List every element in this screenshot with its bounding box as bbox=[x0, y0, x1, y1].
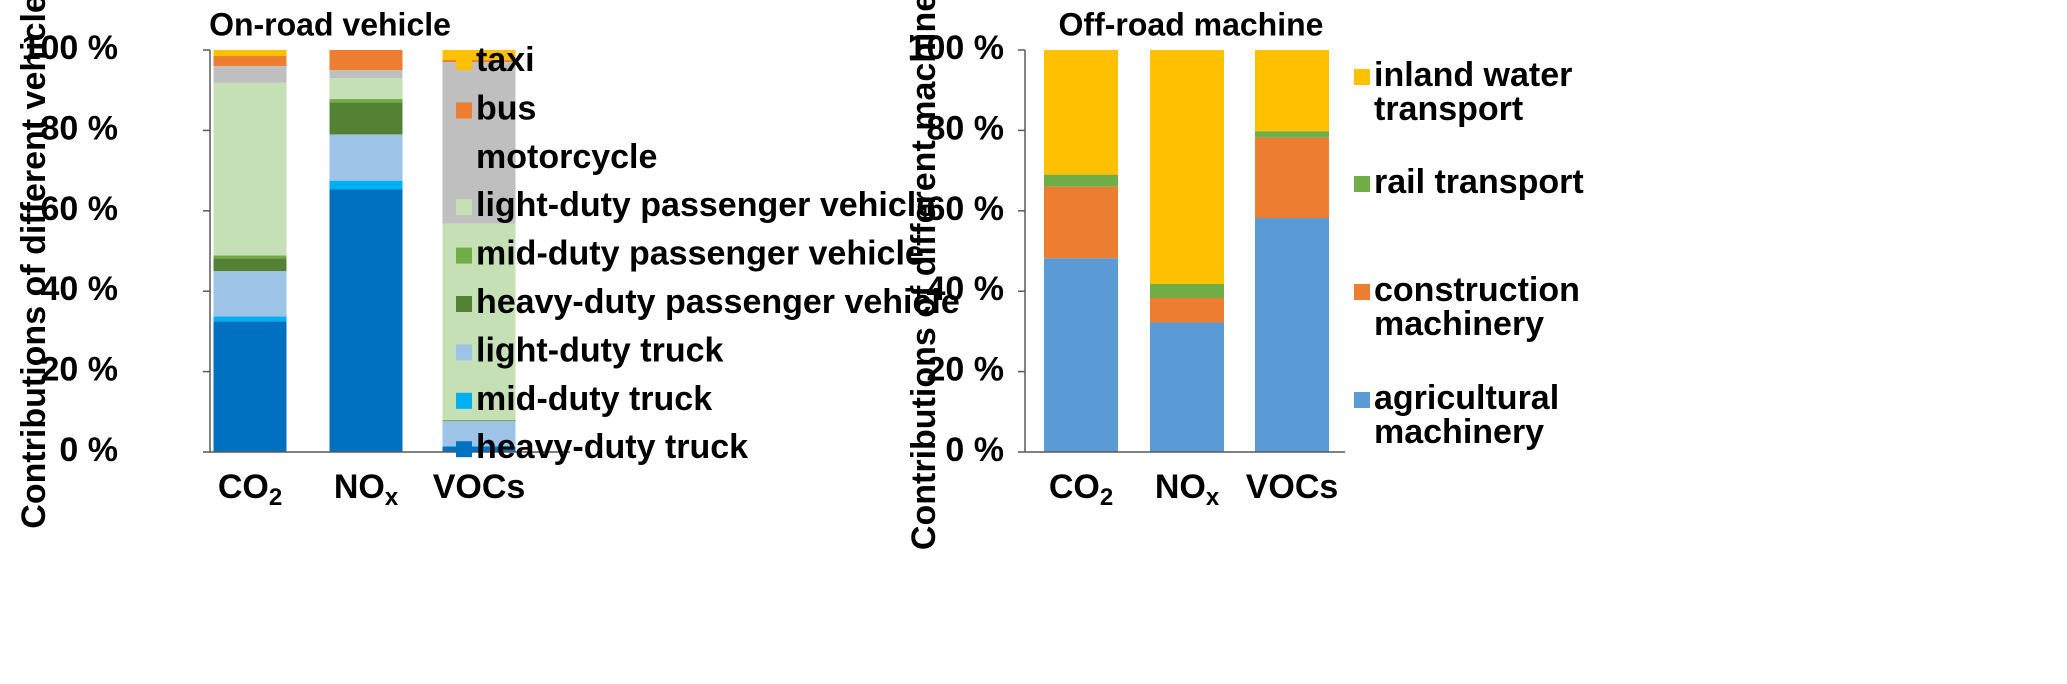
bar-segment bbox=[213, 50, 287, 57]
bar-segment bbox=[329, 70, 403, 79]
legend-swatch bbox=[1354, 69, 1370, 85]
bar-segment bbox=[442, 60, 516, 63]
legend-swatch bbox=[456, 102, 472, 119]
bar-segment bbox=[1255, 50, 1329, 132]
legend-swatch bbox=[456, 296, 472, 312]
bar-segment bbox=[1150, 322, 1224, 452]
bar-segment bbox=[1150, 298, 1224, 323]
bar-segment bbox=[329, 134, 403, 181]
legend-label: light-duty truck bbox=[476, 331, 724, 369]
legend-label: mid-duty truck bbox=[476, 380, 712, 418]
y-axis-label: Contributions of different vehicles bbox=[15, 0, 53, 529]
bar-segment bbox=[213, 316, 287, 322]
bar-segment bbox=[213, 66, 287, 83]
bar-segment bbox=[442, 421, 516, 446]
legend-swatch bbox=[456, 247, 472, 264]
legend-swatch bbox=[456, 199, 472, 216]
bar-segment bbox=[329, 50, 403, 71]
legend-label: agricultural machinery bbox=[1374, 379, 1559, 451]
y-tick-label: 20 % bbox=[927, 351, 1005, 389]
bar-segment bbox=[213, 258, 287, 272]
bar-segment bbox=[1150, 283, 1224, 299]
legend-swatch bbox=[456, 344, 472, 361]
legend-label: heavy-duty passenger vehicle bbox=[476, 283, 960, 321]
x-tick-label: VOCs bbox=[433, 468, 526, 506]
legend-label: construction machinery bbox=[1374, 271, 1580, 343]
x-tick-label: VOCs bbox=[1246, 468, 1339, 506]
y-tick-label: 100 % bbox=[22, 29, 118, 67]
bar-segment bbox=[442, 445, 516, 447]
y-tick-label: 80 % bbox=[41, 109, 119, 147]
y-tick-label: 60 % bbox=[41, 190, 119, 228]
bar-segment bbox=[1255, 137, 1329, 219]
chart-panel-2: Off-road machine Contributions of differe… bbox=[905, 0, 1584, 550]
legend-label: light-duty passenger vehicle bbox=[476, 186, 935, 224]
legend: inland water transport rail transport const… bbox=[1354, 56, 1584, 451]
legend-label: taxi bbox=[476, 41, 535, 79]
x-tick-label: NOx bbox=[1155, 468, 1220, 511]
bar-segment bbox=[329, 78, 403, 100]
bar-segment bbox=[1150, 50, 1224, 284]
y-tick-label: 20 % bbox=[41, 351, 119, 389]
y-tick-label: 40 % bbox=[927, 270, 1005, 308]
bar-segment bbox=[1044, 186, 1118, 259]
chart-title: Off-road machine bbox=[1059, 6, 1324, 42]
x-tick-label: CO2 bbox=[218, 468, 282, 511]
y-tick-label: 80 % bbox=[927, 109, 1005, 147]
bar-segment bbox=[1255, 131, 1329, 138]
x-tick-label: CO2 bbox=[1049, 468, 1113, 511]
legend: taxi bus motorcycle light-duty passenger ve… bbox=[456, 41, 960, 466]
y-axis-label: Contributions of different machines bbox=[905, 0, 943, 550]
chart-panel-1: On-road vehicle Contributions of differen… bbox=[15, 0, 960, 529]
bar-segment bbox=[329, 189, 403, 452]
chart-title: On-road vehicle bbox=[209, 6, 451, 42]
bar-segment bbox=[213, 255, 287, 259]
bar-segment bbox=[213, 82, 287, 256]
bar-segment bbox=[442, 50, 516, 61]
bar-segment bbox=[442, 419, 516, 421]
legend-label: mid-duty passenger vehicle bbox=[476, 235, 924, 273]
legend-label: bus bbox=[476, 89, 536, 127]
bar-segment bbox=[442, 446, 516, 452]
legend-swatch bbox=[1354, 176, 1370, 192]
bar-segment bbox=[1255, 218, 1329, 452]
legend-swatch bbox=[456, 150, 472, 167]
bar-segment bbox=[1044, 50, 1118, 175]
bar-segment bbox=[1044, 174, 1118, 187]
y-tick-label: 40 % bbox=[41, 270, 119, 308]
bar-segment bbox=[329, 180, 403, 190]
bar-segment bbox=[442, 62, 516, 224]
bar-segment bbox=[442, 223, 516, 420]
legend-swatch bbox=[1354, 392, 1370, 408]
legend-label: motorcycle bbox=[476, 138, 657, 176]
bar-segment bbox=[213, 56, 287, 67]
x-tick-label: NOx bbox=[334, 468, 399, 511]
legend-swatch bbox=[456, 441, 472, 458]
legend-swatch bbox=[1354, 284, 1370, 300]
bar-segment bbox=[329, 102, 403, 135]
bar-segment bbox=[213, 271, 287, 317]
y-tick-label: 100 % bbox=[908, 29, 1004, 67]
legend-label: heavy-duty truck bbox=[476, 428, 748, 466]
y-tick-label: 60 % bbox=[927, 190, 1005, 228]
y-tick-label: 0 % bbox=[59, 431, 118, 469]
legend-swatch bbox=[456, 54, 472, 70]
legend-label: rail transport bbox=[1374, 163, 1584, 201]
bar-segment bbox=[1044, 258, 1118, 452]
bar-segment bbox=[213, 321, 287, 452]
legend-label: inland water transport bbox=[1374, 56, 1572, 128]
legend-swatch bbox=[456, 392, 472, 409]
y-tick-label: 0 % bbox=[945, 431, 1004, 469]
bar-segment bbox=[329, 99, 403, 103]
